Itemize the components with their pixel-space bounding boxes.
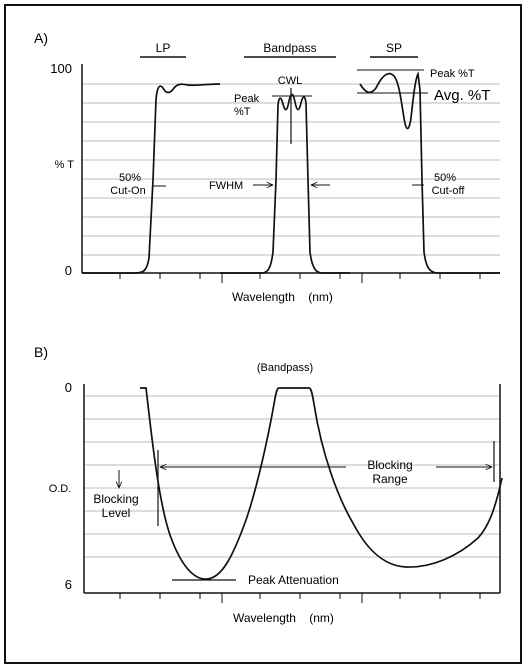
cutoff-label-line2: Cut-off (432, 185, 466, 197)
panel-a-y-top-label: 100 (50, 61, 72, 76)
panel-a-x-axis-label: Wavelength (nm) (232, 290, 333, 304)
bandpass-curve (220, 93, 350, 274)
panel-a-y-axis-label: % T (55, 159, 75, 171)
panel-b-label: B) (34, 344, 48, 360)
sp-peak-label: Peak %T (430, 68, 475, 80)
panel-b-x-ticks (119, 593, 481, 603)
sp-avg-label: Avg. %T (434, 87, 490, 104)
panel-a-label: A) (34, 30, 48, 46)
panel-b-y-top-label: 0 (65, 380, 72, 395)
blocking-range-label-line2: Range (372, 472, 408, 486)
blocking-level-label-line1: Blocking (93, 492, 138, 506)
od-curve (140, 387, 503, 580)
panel-a-axes (81, 64, 500, 274)
sp-header: SP (386, 41, 402, 55)
panel-a-y-bottom-label: 0 (65, 263, 72, 278)
panel-b-y-bottom-label: 6 (65, 577, 72, 592)
panel-b-x-axis-label: Wavelength (nm) (233, 611, 334, 625)
panel-b: B) (Bandpass) (34, 344, 503, 625)
fwhm-label: FWHM (209, 180, 243, 192)
cutoff-label-line1: 50% (434, 172, 456, 184)
cuton-label-line2: Cut-On (110, 185, 145, 197)
cuton-label-line1: 50% (119, 172, 141, 184)
cwl-label: CWL (278, 75, 302, 87)
panel-b-grid (84, 395, 500, 558)
panel-a: A) (34, 30, 500, 304)
peak-attenuation-label: Peak Attenuation (248, 573, 339, 587)
lp-curve (82, 83, 221, 274)
sp-curve (359, 71, 500, 274)
peak-label-line2: %T (234, 106, 251, 118)
panel-b-title: (Bandpass) (257, 362, 313, 374)
blocking-level-label-line2: Level (102, 506, 131, 520)
bandpass-header: Bandpass (263, 41, 316, 55)
lp-header: LP (156, 41, 171, 55)
blocking-range-label-line1: Blocking (367, 458, 412, 472)
panel-b-y-axis-label: O.D. (49, 483, 72, 495)
peak-label-line1: Peak (234, 93, 260, 105)
panel-a-x-ticks (119, 273, 481, 283)
